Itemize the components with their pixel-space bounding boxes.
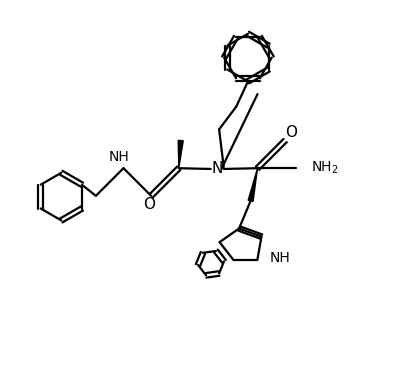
Text: N: N <box>211 161 223 177</box>
Text: O: O <box>285 125 297 141</box>
Text: O: O <box>143 197 155 212</box>
Text: NH: NH <box>108 150 129 164</box>
Text: NH: NH <box>270 251 290 265</box>
Polygon shape <box>248 168 257 201</box>
Text: NH$_2$: NH$_2$ <box>310 159 338 175</box>
Polygon shape <box>178 141 183 168</box>
